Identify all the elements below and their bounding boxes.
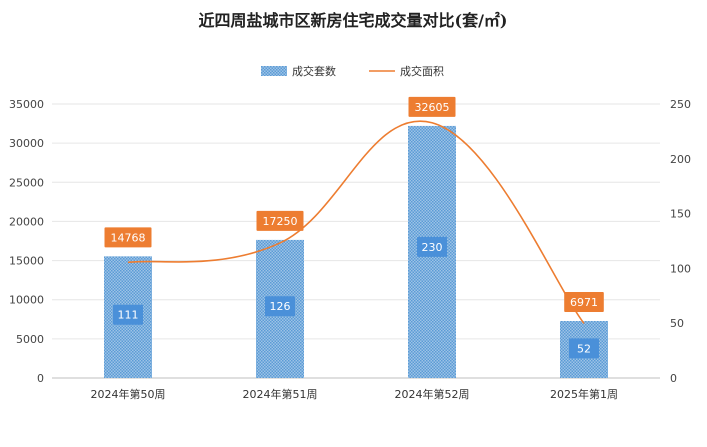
y-right-tick-label: 200	[670, 153, 691, 166]
bar-value-label-box	[569, 338, 599, 359]
line-value-label: 14768	[111, 231, 146, 244]
line-value-label-box	[564, 292, 604, 313]
y-left-tick-label: 20000	[9, 215, 44, 228]
line-value-label-box	[104, 227, 152, 248]
x-tick-label: 2024年第52周	[395, 387, 470, 401]
label-layer: 111 126 230 52 14768 17250 32605 6971	[104, 96, 604, 359]
y-left-tick-label: 30000	[9, 137, 44, 150]
legend-bar-label: 成交套数	[292, 64, 336, 78]
y-right-tick-label: 250	[670, 98, 691, 111]
y-left-tick-label: 0	[37, 372, 44, 385]
line-value-label: 6971	[570, 296, 598, 309]
y-right-tick-label: 100	[670, 262, 691, 275]
bar-layer	[104, 125, 608, 378]
line-value-label-box	[408, 96, 456, 117]
y-right-tick-label: 150	[670, 208, 691, 221]
y-left-tick-label: 25000	[9, 176, 44, 189]
chart-title: 近四周盐城市区新房住宅成交量对比(套/㎡)	[199, 11, 508, 30]
bar-value-label-box	[417, 236, 447, 257]
y-left-tick-label: 35000	[9, 98, 44, 111]
x-tick-label: 2024年第50周	[91, 387, 166, 401]
line-layer	[127, 120, 585, 324]
bar-value-label: 52	[577, 342, 591, 355]
line-series	[127, 120, 585, 324]
axis-layer: 0 5000 10000 15000 20000 25000 30000 35000 0 50 10…	[9, 98, 691, 401]
legend-bar-swatch	[261, 66, 287, 76]
line-value-label: 17250	[263, 215, 298, 228]
x-tick-label: 2025年第1周	[550, 387, 618, 401]
bar-value-label-box	[265, 296, 295, 317]
legend: 成交套数 成交面积	[261, 64, 444, 78]
y-left-tick-label: 15000	[9, 255, 44, 268]
bar-value-label: 111	[118, 309, 139, 322]
grid-layer	[52, 103, 660, 379]
bar-value-label-box	[113, 304, 143, 325]
y-left-tick-label: 5000	[16, 333, 44, 346]
bar-value-label: 230	[422, 241, 443, 254]
line-value-label: 32605	[415, 101, 450, 114]
x-tick-label: 2024年第51周	[243, 387, 318, 401]
bar-value-label: 126	[270, 300, 291, 313]
y-right-tick-label: 50	[670, 317, 684, 330]
line-value-label-box	[256, 210, 304, 231]
y-right-tick-label: 0	[670, 372, 677, 385]
legend-line-label: 成交面积	[400, 64, 444, 78]
y-left-tick-label: 10000	[9, 294, 44, 307]
